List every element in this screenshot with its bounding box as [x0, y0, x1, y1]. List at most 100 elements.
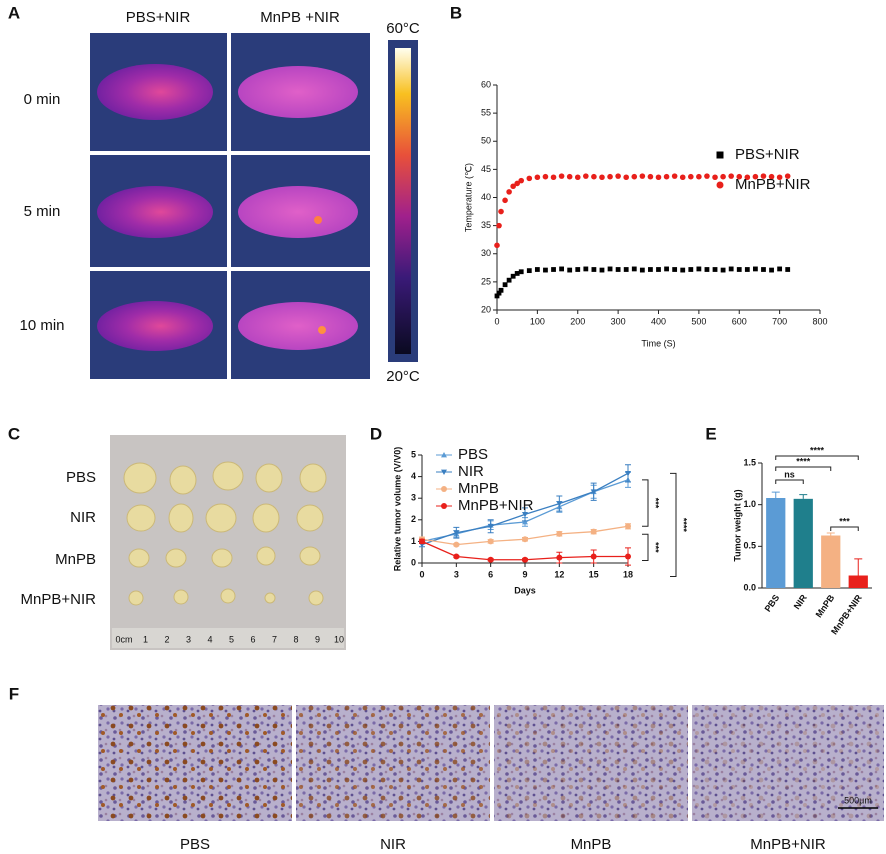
label: 10	[334, 634, 344, 644]
point	[720, 267, 726, 273]
y-axis-label: Relative tumor volume (V/V0)	[392, 447, 402, 572]
y-tick-label: 1	[411, 536, 416, 546]
legend-label: PBS	[458, 446, 488, 463]
point	[566, 173, 573, 180]
point	[522, 518, 528, 525]
point	[506, 189, 512, 195]
point	[574, 174, 581, 181]
x-tick-label: 0	[419, 569, 424, 579]
point	[494, 242, 500, 249]
point	[518, 269, 524, 275]
y-tick-label: 35	[481, 220, 491, 230]
point	[590, 489, 597, 495]
point	[631, 173, 638, 180]
x-tick-label: 15	[589, 569, 599, 579]
point	[769, 267, 774, 273]
point	[647, 173, 654, 180]
x-tick-label: 300	[611, 316, 626, 326]
point	[625, 523, 631, 530]
label: PBS+NIR	[126, 9, 191, 26]
y-tick-label: 0.0	[743, 582, 756, 592]
point	[599, 174, 605, 181]
point	[558, 173, 565, 179]
x-tick-label: 700	[772, 316, 787, 326]
label: 4	[207, 634, 212, 644]
x-tick-label: 400	[651, 316, 666, 326]
label: MnPB	[571, 836, 612, 853]
point	[522, 536, 528, 543]
point	[639, 267, 645, 273]
point	[712, 267, 718, 272]
label: PBS	[180, 836, 210, 853]
point	[688, 173, 694, 180]
x-axis-label: Days	[514, 585, 536, 595]
point	[496, 222, 502, 229]
legend-marker	[441, 452, 447, 458]
label: 0 min	[24, 91, 61, 108]
point	[551, 267, 556, 272]
x-tick-label: 500	[691, 316, 706, 326]
point	[671, 173, 678, 179]
point	[567, 267, 573, 273]
point	[688, 267, 694, 272]
label: MnPB+NIR	[750, 836, 826, 853]
x-tick-label: 0	[494, 316, 499, 326]
error-bar	[854, 558, 863, 576]
point	[679, 174, 686, 181]
point	[506, 277, 512, 283]
point	[672, 267, 678, 272]
point	[498, 208, 504, 215]
legend-marker	[441, 469, 447, 475]
y-tick-label: 1.0	[743, 499, 756, 509]
bar	[821, 535, 841, 588]
point	[496, 290, 502, 296]
legend-label: MnPB	[458, 480, 499, 497]
point	[453, 553, 460, 560]
point	[510, 183, 516, 190]
point	[590, 553, 597, 560]
point	[655, 174, 662, 181]
x-tick-label: 800	[812, 316, 827, 326]
x-tick-label: MnPB	[814, 592, 837, 619]
y-tick-label: 50	[481, 136, 491, 146]
label: E	[705, 424, 716, 443]
point	[543, 267, 548, 273]
legend-label: NIR	[458, 463, 484, 480]
point	[785, 267, 791, 272]
point	[728, 266, 734, 272]
point	[768, 173, 775, 180]
point	[590, 528, 597, 535]
point	[514, 271, 520, 276]
x-tick-label: 9	[522, 569, 527, 579]
point	[712, 174, 718, 181]
y-tick-label: 30	[481, 248, 491, 258]
y-tick-label: 25	[481, 276, 491, 286]
point	[784, 173, 791, 179]
label: MnPB	[55, 551, 96, 568]
label: 1	[143, 634, 148, 644]
point	[656, 267, 661, 272]
point	[696, 173, 702, 180]
label: D	[370, 424, 382, 443]
point	[522, 556, 528, 563]
point	[522, 512, 528, 518]
significance-label: ns	[784, 469, 795, 479]
x-tick-label: 600	[732, 316, 747, 326]
point	[502, 282, 508, 288]
label: 7	[272, 634, 277, 644]
point	[720, 173, 726, 180]
y-tick-label: 5	[411, 449, 416, 459]
point	[453, 541, 460, 548]
point	[752, 173, 759, 180]
x-tick-label: 3	[454, 569, 459, 579]
label: 5	[229, 634, 234, 644]
point	[736, 173, 743, 180]
point	[550, 174, 557, 181]
label: B	[450, 3, 462, 22]
point	[776, 174, 783, 181]
label: F	[9, 684, 19, 703]
label: 20°C	[386, 368, 420, 385]
point	[736, 267, 742, 272]
point	[760, 173, 767, 179]
significance-label: ****	[796, 456, 811, 466]
